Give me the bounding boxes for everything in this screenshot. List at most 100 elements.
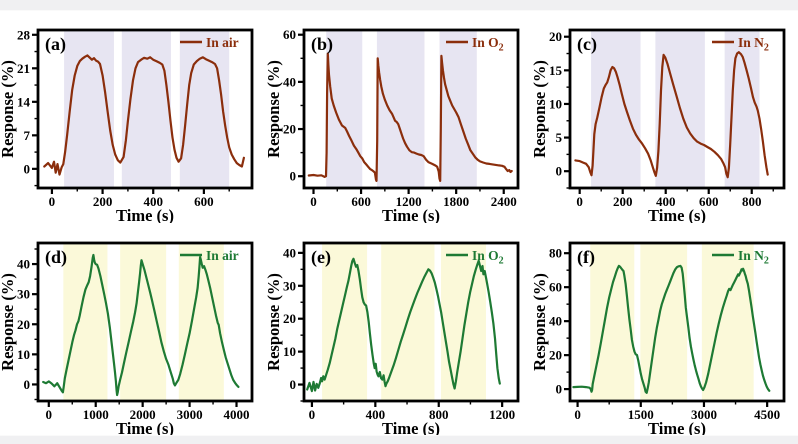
y-tick-label: 14 [17,94,31,109]
x-tick-label: 200 [93,194,113,209]
y-axis-title: Response (%) [532,273,549,371]
x-axis-title: Time (s) [648,206,706,223]
y-tick-label: 60 [283,27,296,42]
x-tick-label: 2000 [130,407,156,422]
exposure-band-3 [440,243,486,401]
x-axis-title: Time (s) [116,419,174,436]
x-tick-label: 600 [351,194,371,209]
x-tick-label: 0 [49,194,56,209]
y-tick-label: 0 [556,164,563,179]
x-tick-label: 2400 [491,194,517,209]
panel-letter: (c) [577,34,597,55]
x-tick-label: 0 [46,407,53,422]
legend-label: In air [206,35,239,50]
y-tick-label: 20 [549,29,562,44]
y-tick-label: 0 [24,161,31,176]
plot-frame [302,28,520,190]
y-tick-label: 20 [17,317,30,332]
y-tick-label: 20 [283,311,296,326]
y-tick-label: 10 [549,96,562,111]
x-tick-label: 1200 [396,194,422,209]
exposure-band-1 [326,30,363,188]
exposure-band-3 [439,30,477,188]
y-tick-label: 40 [549,314,562,329]
y-tick-label: 5 [556,130,563,145]
x-axis-title: Time (s) [382,206,440,223]
y-tick-label: 30 [17,287,30,302]
legend-label: In N2 [738,248,769,267]
y-axis-title: Response (%) [532,60,549,158]
x-axis-title: Time (s) [648,419,706,436]
panel-letter: (a) [45,34,66,55]
y-axis-title: Response (%) [266,273,283,371]
panel-a-chart: 0 200 400 600 0 7 14 21 28 Time (s) Response (%) (a… [0,27,254,225]
y-tick-label: 15 [549,63,563,78]
panel-letter: (f) [577,247,595,268]
x-tick-label: 3000 [691,407,717,422]
x-tick-label: 4500 [754,407,780,422]
y-tick-label: 10 [17,347,30,362]
plot-frame [568,28,786,190]
y-tick-label: 21 [17,61,30,76]
x-tick-label: 400 [366,407,386,422]
y-tick-label: 60 [549,280,562,295]
plot-frame [302,241,520,403]
y-tick-label: 40 [17,257,30,272]
legend-label: In O2 [472,248,504,267]
panel-f-chart: 0 1500 3000 4500 0 20 40 60 80 Time (s) Response (… [530,241,786,438]
x-tick-label: 400 [143,194,163,209]
y-tick-label: 0 [24,377,31,392]
plot-frame [568,241,786,403]
response-curve [43,54,245,176]
panel-c-chart: 0 200 400 600 800 0 5 10 15 20 Time (s) Response (%… [530,28,786,225]
panel-letter: (b) [311,34,333,55]
x-tick-label: 600 [699,194,719,209]
panel-b: 0 600 1200 1800 2400 0 20 40 60 Time (s) Response … [264,10,532,225]
x-tick-label: 3000 [177,407,203,422]
plot-frame [36,28,254,190]
x-axis-title: Time (s) [116,206,174,223]
response-curve [574,51,769,179]
x-tick-label: 0 [576,194,583,209]
y-tick-label: 0 [290,377,297,392]
x-tick-label: 0 [309,407,316,422]
panel-e-chart: 0 400 800 1200 0 10 20 30 40 Time (s) Response (%)… [264,241,520,438]
y-tick-label: 30 [283,278,296,293]
x-tick-label: 1800 [443,194,469,209]
y-tick-label: 20 [549,348,562,363]
legend-label: In N2 [738,35,769,54]
x-tick-label: 4000 [224,407,250,422]
exposure-band-2 [376,30,425,188]
y-tick-label: 0 [290,169,297,184]
y-axis-title: Response (%) [266,60,283,158]
exposure-band-3 [179,30,230,188]
x-tick-label: 0 [310,194,317,209]
y-tick-label: 40 [283,74,296,89]
y-tick-label: 40 [283,245,296,260]
exposure-band-3 [701,243,754,401]
panel-f: 0 1500 3000 4500 0 20 40 60 80 Time (s) Response (… [530,223,798,438]
x-tick-label: 600 [194,194,214,209]
y-tick-label: 28 [17,27,31,42]
exposure-band-1 [63,243,108,401]
response-curve [42,253,240,397]
panel-c: 0 200 400 600 800 0 5 10 15 20 Time (s) Response (%… [530,10,798,225]
legend-label: In O2 [472,35,504,54]
x-tick-label: 400 [656,194,676,209]
x-tick-label: 1500 [628,407,654,422]
panel-letter: (e) [311,247,331,268]
panel-a: 0 200 400 600 0 7 14 21 28 Time (s) Response (%) (a… [0,10,266,225]
top-edge-strip [0,0,798,11]
y-tick-label: 7 [24,128,31,143]
x-tick-label: 200 [613,194,633,209]
y-tick-label: 10 [283,344,296,359]
x-axis-title: Time (s) [382,419,440,436]
exposure-band-3 [178,243,224,401]
panel-d: 0 1000 2000 3000 4000 0 10 20 30 40 Time (s) Respon… [0,223,266,438]
exposure-band-2 [640,243,688,401]
y-tick-label: 0 [556,382,563,397]
panel-d-chart: 0 1000 2000 3000 4000 0 10 20 30 40 Time (s) Respon… [0,241,254,438]
y-tick-label: 80 [549,246,562,261]
x-tick-label: 800 [742,194,762,209]
